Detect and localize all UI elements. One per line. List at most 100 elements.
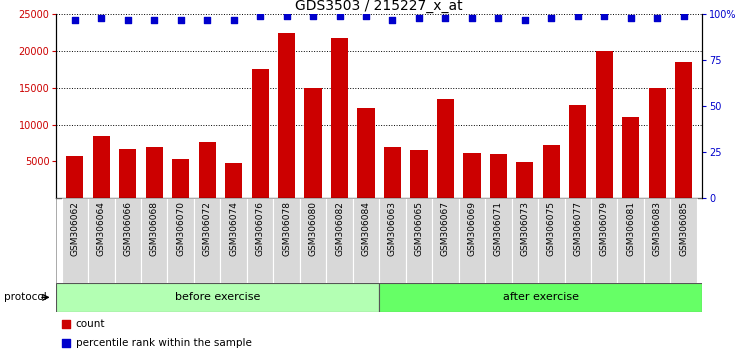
Point bbox=[122, 17, 134, 23]
Text: GSM306076: GSM306076 bbox=[255, 201, 264, 256]
Point bbox=[148, 17, 160, 23]
Point bbox=[545, 15, 557, 21]
Text: GSM306072: GSM306072 bbox=[203, 201, 212, 256]
Point bbox=[281, 13, 293, 19]
Bar bbox=[565, 198, 591, 283]
Bar bbox=[331, 39, 348, 198]
Point bbox=[60, 321, 72, 327]
Bar bbox=[596, 51, 613, 198]
Bar bbox=[516, 162, 533, 198]
Text: GSM306080: GSM306080 bbox=[309, 201, 318, 256]
Point bbox=[60, 341, 72, 346]
Text: GSM306078: GSM306078 bbox=[282, 201, 291, 256]
Point bbox=[625, 15, 637, 21]
Point bbox=[493, 15, 505, 21]
Point bbox=[677, 13, 689, 19]
Point bbox=[254, 13, 266, 19]
Bar bbox=[141, 198, 167, 283]
Bar bbox=[490, 154, 507, 198]
Bar bbox=[194, 198, 221, 283]
Bar bbox=[357, 108, 375, 198]
Point bbox=[360, 13, 372, 19]
Title: GDS3503 / 215227_x_at: GDS3503 / 215227_x_at bbox=[295, 0, 463, 13]
Bar bbox=[384, 147, 401, 198]
Point bbox=[413, 15, 425, 21]
Bar bbox=[569, 105, 587, 198]
Text: GSM306069: GSM306069 bbox=[467, 201, 476, 256]
Text: GSM306068: GSM306068 bbox=[149, 201, 158, 256]
Point bbox=[333, 13, 345, 19]
Text: GSM306074: GSM306074 bbox=[229, 201, 238, 256]
Bar bbox=[172, 159, 189, 198]
Bar bbox=[56, 283, 379, 312]
Bar bbox=[225, 163, 243, 198]
Text: GSM306062: GSM306062 bbox=[71, 201, 80, 256]
Bar bbox=[167, 198, 194, 283]
Bar bbox=[543, 145, 560, 198]
Point bbox=[572, 13, 584, 19]
Text: GSM306085: GSM306085 bbox=[679, 201, 688, 256]
Text: GSM306082: GSM306082 bbox=[335, 201, 344, 256]
Bar bbox=[644, 198, 671, 283]
Text: GSM306079: GSM306079 bbox=[600, 201, 609, 256]
Bar bbox=[437, 99, 454, 198]
Text: protocol: protocol bbox=[4, 292, 47, 302]
Bar bbox=[591, 198, 617, 283]
Text: GSM306081: GSM306081 bbox=[626, 201, 635, 256]
Point bbox=[599, 13, 611, 19]
Bar bbox=[463, 153, 481, 198]
Point bbox=[95, 15, 107, 21]
Bar bbox=[273, 198, 300, 283]
Bar bbox=[221, 198, 247, 283]
Bar bbox=[66, 156, 83, 198]
Bar bbox=[406, 198, 432, 283]
Bar bbox=[459, 198, 485, 283]
Text: percentile rank within the sample: percentile rank within the sample bbox=[76, 338, 252, 348]
Point bbox=[466, 15, 478, 21]
Point bbox=[651, 15, 663, 21]
Bar bbox=[649, 88, 666, 198]
Bar bbox=[304, 88, 321, 198]
Bar bbox=[511, 198, 538, 283]
Text: GSM306065: GSM306065 bbox=[415, 201, 424, 256]
Text: GSM306084: GSM306084 bbox=[361, 201, 370, 256]
Text: GSM306077: GSM306077 bbox=[573, 201, 582, 256]
Bar bbox=[327, 198, 353, 283]
Bar bbox=[247, 198, 273, 283]
Bar bbox=[379, 283, 702, 312]
Bar bbox=[485, 198, 511, 283]
Text: GSM306067: GSM306067 bbox=[441, 201, 450, 256]
Point bbox=[175, 17, 187, 23]
Text: GSM306064: GSM306064 bbox=[97, 201, 106, 256]
Bar bbox=[88, 198, 115, 283]
Bar bbox=[300, 198, 327, 283]
Bar bbox=[119, 149, 137, 198]
Text: before exercise: before exercise bbox=[175, 292, 261, 302]
Bar bbox=[92, 136, 110, 198]
Bar bbox=[198, 142, 216, 198]
Point bbox=[307, 13, 319, 19]
Bar bbox=[115, 198, 141, 283]
Bar bbox=[617, 198, 644, 283]
Point bbox=[228, 17, 240, 23]
Point bbox=[439, 15, 451, 21]
Bar bbox=[62, 198, 88, 283]
Bar bbox=[146, 147, 163, 198]
Bar bbox=[353, 198, 379, 283]
Text: count: count bbox=[76, 319, 105, 329]
Text: GSM306063: GSM306063 bbox=[388, 201, 397, 256]
Bar bbox=[252, 69, 269, 198]
Text: after exercise: after exercise bbox=[502, 292, 579, 302]
Point bbox=[69, 17, 81, 23]
Point bbox=[387, 17, 399, 23]
Bar bbox=[278, 33, 295, 198]
Text: GSM306071: GSM306071 bbox=[494, 201, 503, 256]
Bar bbox=[622, 117, 639, 198]
Bar bbox=[671, 198, 697, 283]
Text: GSM306070: GSM306070 bbox=[176, 201, 185, 256]
Point bbox=[201, 17, 213, 23]
Bar bbox=[432, 198, 459, 283]
Point bbox=[519, 17, 531, 23]
Bar bbox=[379, 198, 406, 283]
Text: GSM306075: GSM306075 bbox=[547, 201, 556, 256]
